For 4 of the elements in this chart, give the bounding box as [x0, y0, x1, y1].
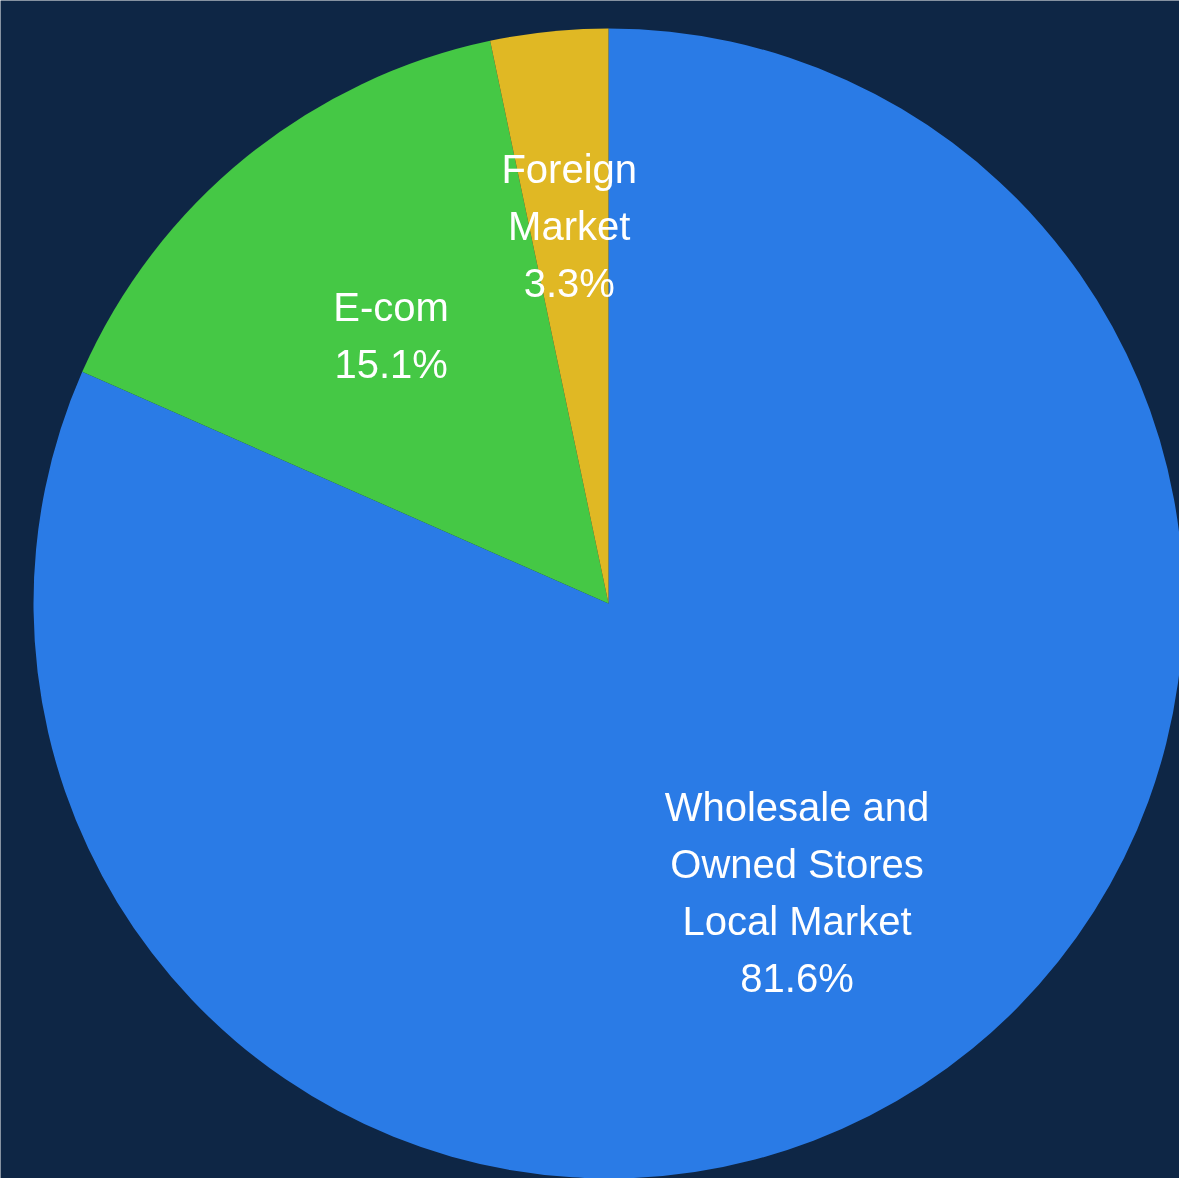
data-label: 15.1%	[334, 342, 448, 387]
slice-label: E-com	[333, 285, 449, 330]
data-label: 81.6%	[740, 956, 854, 1001]
slice-label: Wholesale and Owned Stores Local Market	[664, 784, 930, 944]
